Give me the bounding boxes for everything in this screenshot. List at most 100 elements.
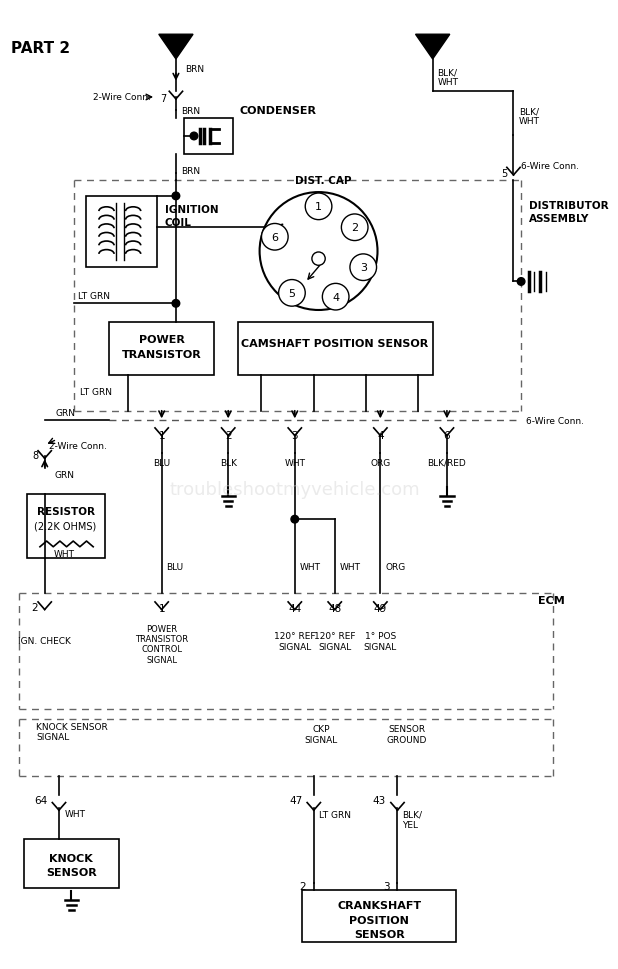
Text: 2: 2 [225, 430, 232, 440]
Text: WHT: WHT [339, 563, 360, 572]
Text: 44: 44 [288, 603, 302, 613]
Text: 3: 3 [383, 882, 390, 891]
Bar [302, 891, 457, 943]
Circle shape [323, 284, 349, 311]
Text: POWER
TRANSISTOR
CONTROL
SIGNAL: POWER TRANSISTOR CONTROL SIGNAL [135, 624, 188, 664]
Text: CAMSHAFT POSITION SENSOR: CAMSHAFT POSITION SENSOR [241, 339, 428, 349]
Circle shape [341, 215, 368, 241]
Circle shape [350, 255, 376, 281]
Text: B: B [428, 38, 438, 51]
Text: 4: 4 [332, 293, 339, 302]
Bar [23, 839, 119, 889]
Text: SENSOR
GROUND: SENSOR GROUND [387, 725, 427, 744]
Text: BLK/RED: BLK/RED [428, 458, 467, 467]
Text: 6: 6 [271, 233, 278, 242]
Text: 2: 2 [351, 223, 358, 233]
Circle shape [172, 193, 180, 201]
Text: POWER: POWER [138, 335, 185, 345]
Text: KNOCK: KNOCK [49, 853, 93, 862]
Text: WHT: WHT [284, 458, 305, 467]
Text: A: A [171, 38, 181, 51]
Text: 8: 8 [32, 450, 38, 460]
Text: 3: 3 [292, 430, 298, 440]
Text: ORG: ORG [370, 458, 391, 467]
Bar [109, 323, 214, 375]
Text: 1: 1 [315, 203, 322, 212]
Text: 3: 3 [360, 263, 366, 273]
Text: CKP
SIGNAL: CKP SIGNAL [305, 725, 338, 744]
Polygon shape [159, 35, 193, 60]
Text: 48: 48 [328, 603, 341, 613]
Circle shape [190, 133, 198, 141]
Circle shape [305, 194, 332, 220]
Text: 6-Wire Conn.: 6-Wire Conn. [526, 417, 584, 425]
Text: LT GRN: LT GRN [318, 811, 350, 820]
Text: BLU: BLU [166, 563, 184, 572]
Text: 120° REF
SIGNAL: 120° REF SIGNAL [274, 632, 316, 651]
Text: SENSOR: SENSOR [46, 867, 96, 877]
Text: GRN: GRN [54, 471, 74, 480]
Text: BRN: BRN [182, 167, 201, 175]
Text: 1: 1 [158, 603, 165, 613]
Circle shape [260, 193, 378, 311]
Text: 1: 1 [158, 430, 165, 440]
Text: BRN: BRN [185, 65, 205, 74]
Text: 49: 49 [374, 603, 387, 613]
Text: POSITION: POSITION [349, 915, 409, 924]
Text: WHT: WHT [65, 810, 86, 819]
Text: YEL: YEL [402, 820, 418, 829]
Text: RESISTOR: RESISTOR [36, 506, 95, 516]
Text: COIL: COIL [164, 217, 192, 228]
Text: BLU: BLU [153, 458, 170, 467]
Text: DIST. CAP: DIST. CAP [295, 175, 352, 185]
Bar [85, 197, 157, 267]
Circle shape [279, 280, 305, 307]
Text: 1° POS
SIGNAL: 1° POS SIGNAL [364, 632, 397, 651]
Circle shape [312, 253, 325, 266]
Text: troubleshootmyvehicle.com: troubleshootmyvehicle.com [169, 481, 420, 498]
Text: BRN: BRN [182, 107, 201, 115]
Text: 43: 43 [373, 795, 386, 805]
Text: 2: 2 [300, 882, 306, 891]
Text: 4: 4 [377, 430, 384, 440]
Text: LT GRN: LT GRN [78, 292, 110, 301]
Text: 120° REF
SIGNAL: 120° REF SIGNAL [314, 632, 355, 651]
Text: TRANSISTOR: TRANSISTOR [122, 350, 201, 359]
Text: SENSOR: SENSOR [354, 929, 405, 939]
Text: CONDENSER: CONDENSER [240, 107, 316, 116]
Text: BLK: BLK [220, 458, 237, 467]
Polygon shape [415, 35, 450, 60]
Text: KNOCK SENSOR
SIGNAL: KNOCK SENSOR SIGNAL [36, 722, 108, 741]
Text: 5: 5 [289, 289, 295, 298]
Circle shape [291, 516, 298, 523]
Bar [238, 323, 433, 375]
Text: 6-Wire Conn.: 6-Wire Conn. [521, 162, 579, 171]
Text: WHT: WHT [300, 563, 321, 572]
Text: 2: 2 [32, 602, 38, 612]
Text: 5: 5 [502, 169, 508, 179]
Text: ORG: ORG [385, 563, 405, 572]
Circle shape [172, 300, 180, 308]
Bar [184, 119, 233, 155]
Text: GRN: GRN [55, 409, 75, 418]
Text: 47: 47 [289, 795, 302, 805]
Text: 64: 64 [34, 795, 48, 805]
Text: ASSEMBLY: ASSEMBLY [529, 213, 589, 224]
Text: LT GRN: LT GRN [80, 388, 112, 397]
Bar [27, 494, 104, 558]
Text: 7: 7 [160, 94, 166, 104]
Text: WHT: WHT [53, 549, 74, 558]
Text: BLK/: BLK/ [438, 69, 457, 78]
Text: ECM: ECM [538, 595, 565, 606]
Text: 2-Wire Conn.: 2-Wire Conn. [93, 92, 151, 102]
Text: 2-Wire Conn.: 2-Wire Conn. [49, 441, 108, 450]
Text: (2.2K OHMS): (2.2K OHMS) [35, 521, 97, 531]
Text: IGN. CHECK: IGN. CHECK [19, 637, 71, 645]
Text: BLK/: BLK/ [402, 810, 422, 819]
Text: WHT: WHT [438, 78, 459, 87]
Text: 6: 6 [444, 430, 451, 440]
Text: PART 2: PART 2 [11, 41, 70, 56]
Text: DISTRIBUTOR: DISTRIBUTOR [529, 202, 608, 211]
Circle shape [261, 224, 288, 251]
Text: IGNITION: IGNITION [164, 205, 218, 215]
